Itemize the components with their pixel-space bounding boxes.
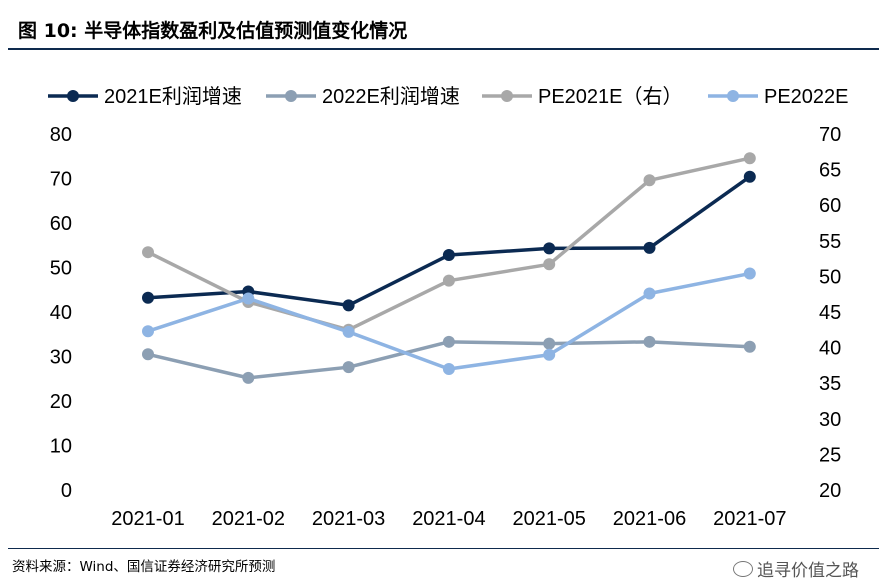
- legend-label: PE2021E（右）: [538, 85, 683, 108]
- legend-swatch-marker: [727, 90, 739, 102]
- left-tick-label: 70: [50, 169, 72, 191]
- data-point: [342, 361, 355, 374]
- x-tick-label: 2021-02: [212, 508, 285, 530]
- data-point: [543, 337, 556, 350]
- data-point: [643, 241, 656, 254]
- x-tick-label: 2021-06: [613, 508, 686, 530]
- left-tick-label: 80: [50, 124, 72, 146]
- right-tick-label: 20: [819, 480, 841, 502]
- data-point: [442, 362, 455, 375]
- legend-label: 2022E利润增速: [322, 85, 460, 108]
- series-line: [146, 271, 752, 371]
- right-tick-label: 45: [819, 302, 841, 324]
- right-tick-label: 70: [819, 124, 841, 146]
- series-line: [146, 156, 752, 332]
- data-point: [743, 170, 756, 183]
- left-tick-label: 40: [50, 302, 72, 324]
- wechat-icon: [733, 561, 753, 577]
- x-tick-label: 2021-01: [111, 508, 184, 530]
- data-point: [743, 267, 756, 280]
- x-axis: 2021-01 2021-02 2021-03 2021-04 2021-05 2021-…: [111, 508, 786, 530]
- right-tick-label: 55: [819, 231, 841, 253]
- right-tick-label: 25: [819, 444, 841, 466]
- x-tick-label: 2021-07: [713, 508, 786, 530]
- right-tick-label: 30: [819, 409, 841, 431]
- right-tick-label: 60: [819, 195, 841, 217]
- watermark-text: 追寻价值之路: [757, 561, 859, 581]
- x-tick-label: 2021-04: [412, 508, 485, 530]
- data-point: [242, 292, 255, 305]
- left-tick-label: 50: [50, 258, 72, 280]
- title-rule: [8, 48, 879, 50]
- title-bar: 图 10: 半导体指数盈利及估值预测值变化情况: [0, 8, 887, 50]
- left-tick-label: 60: [50, 213, 72, 235]
- data-point: [643, 174, 656, 187]
- data-point: [543, 242, 556, 255]
- legend-label: PE2022E: [764, 86, 849, 108]
- data-point: [442, 274, 455, 287]
- data-point: [142, 325, 154, 338]
- left-tick-label: 20: [50, 391, 72, 413]
- data-point: [543, 258, 556, 271]
- legend-label: 2021E利润增速: [104, 85, 242, 108]
- series-group: [142, 152, 756, 384]
- x-tick-label: 2021-05: [512, 508, 585, 530]
- data-point: [442, 249, 455, 262]
- right-tick-label: 65: [819, 160, 841, 182]
- left-tick-label: 30: [50, 347, 72, 369]
- watermark: 追寻价值之路: [733, 556, 859, 581]
- right-tick-label: 35: [819, 373, 841, 395]
- right-tick-label: 50: [819, 266, 841, 288]
- data-point: [743, 340, 756, 353]
- figure-title: 图 10: 半导体指数盈利及估值预测值变化情况: [18, 20, 408, 42]
- data-point: [743, 152, 756, 165]
- source-note: 资料来源：Wind、国信证券经济研究所预测: [12, 559, 276, 575]
- left-axis: 0 10 20 30 40 50 60 70 80: [50, 124, 72, 502]
- legend-swatch-marker: [67, 90, 79, 102]
- data-point: [442, 335, 455, 348]
- right-tick-label: 40: [819, 338, 841, 360]
- right-axis: 20 25 30 35 40 45 50 55 60 65 70: [819, 124, 841, 502]
- bottom-rule: [8, 548, 879, 549]
- data-point: [543, 348, 556, 361]
- left-tick-label: 0: [61, 480, 72, 502]
- data-point: [643, 287, 656, 300]
- data-point: [142, 246, 154, 259]
- data-point: [142, 348, 154, 361]
- data-point: [342, 325, 355, 338]
- left-tick-label: 10: [50, 436, 72, 458]
- x-tick-label: 2021-03: [312, 508, 385, 530]
- data-point: [342, 299, 355, 312]
- legend-swatch-marker: [501, 90, 513, 102]
- data-point: [142, 291, 154, 304]
- data-point: [643, 335, 656, 348]
- data-point: [242, 371, 255, 384]
- legend-swatch-marker: [285, 90, 297, 102]
- chart-legend: 2021E利润增速 2022E利润增速 PE2021E（右） PE2022E: [48, 85, 849, 108]
